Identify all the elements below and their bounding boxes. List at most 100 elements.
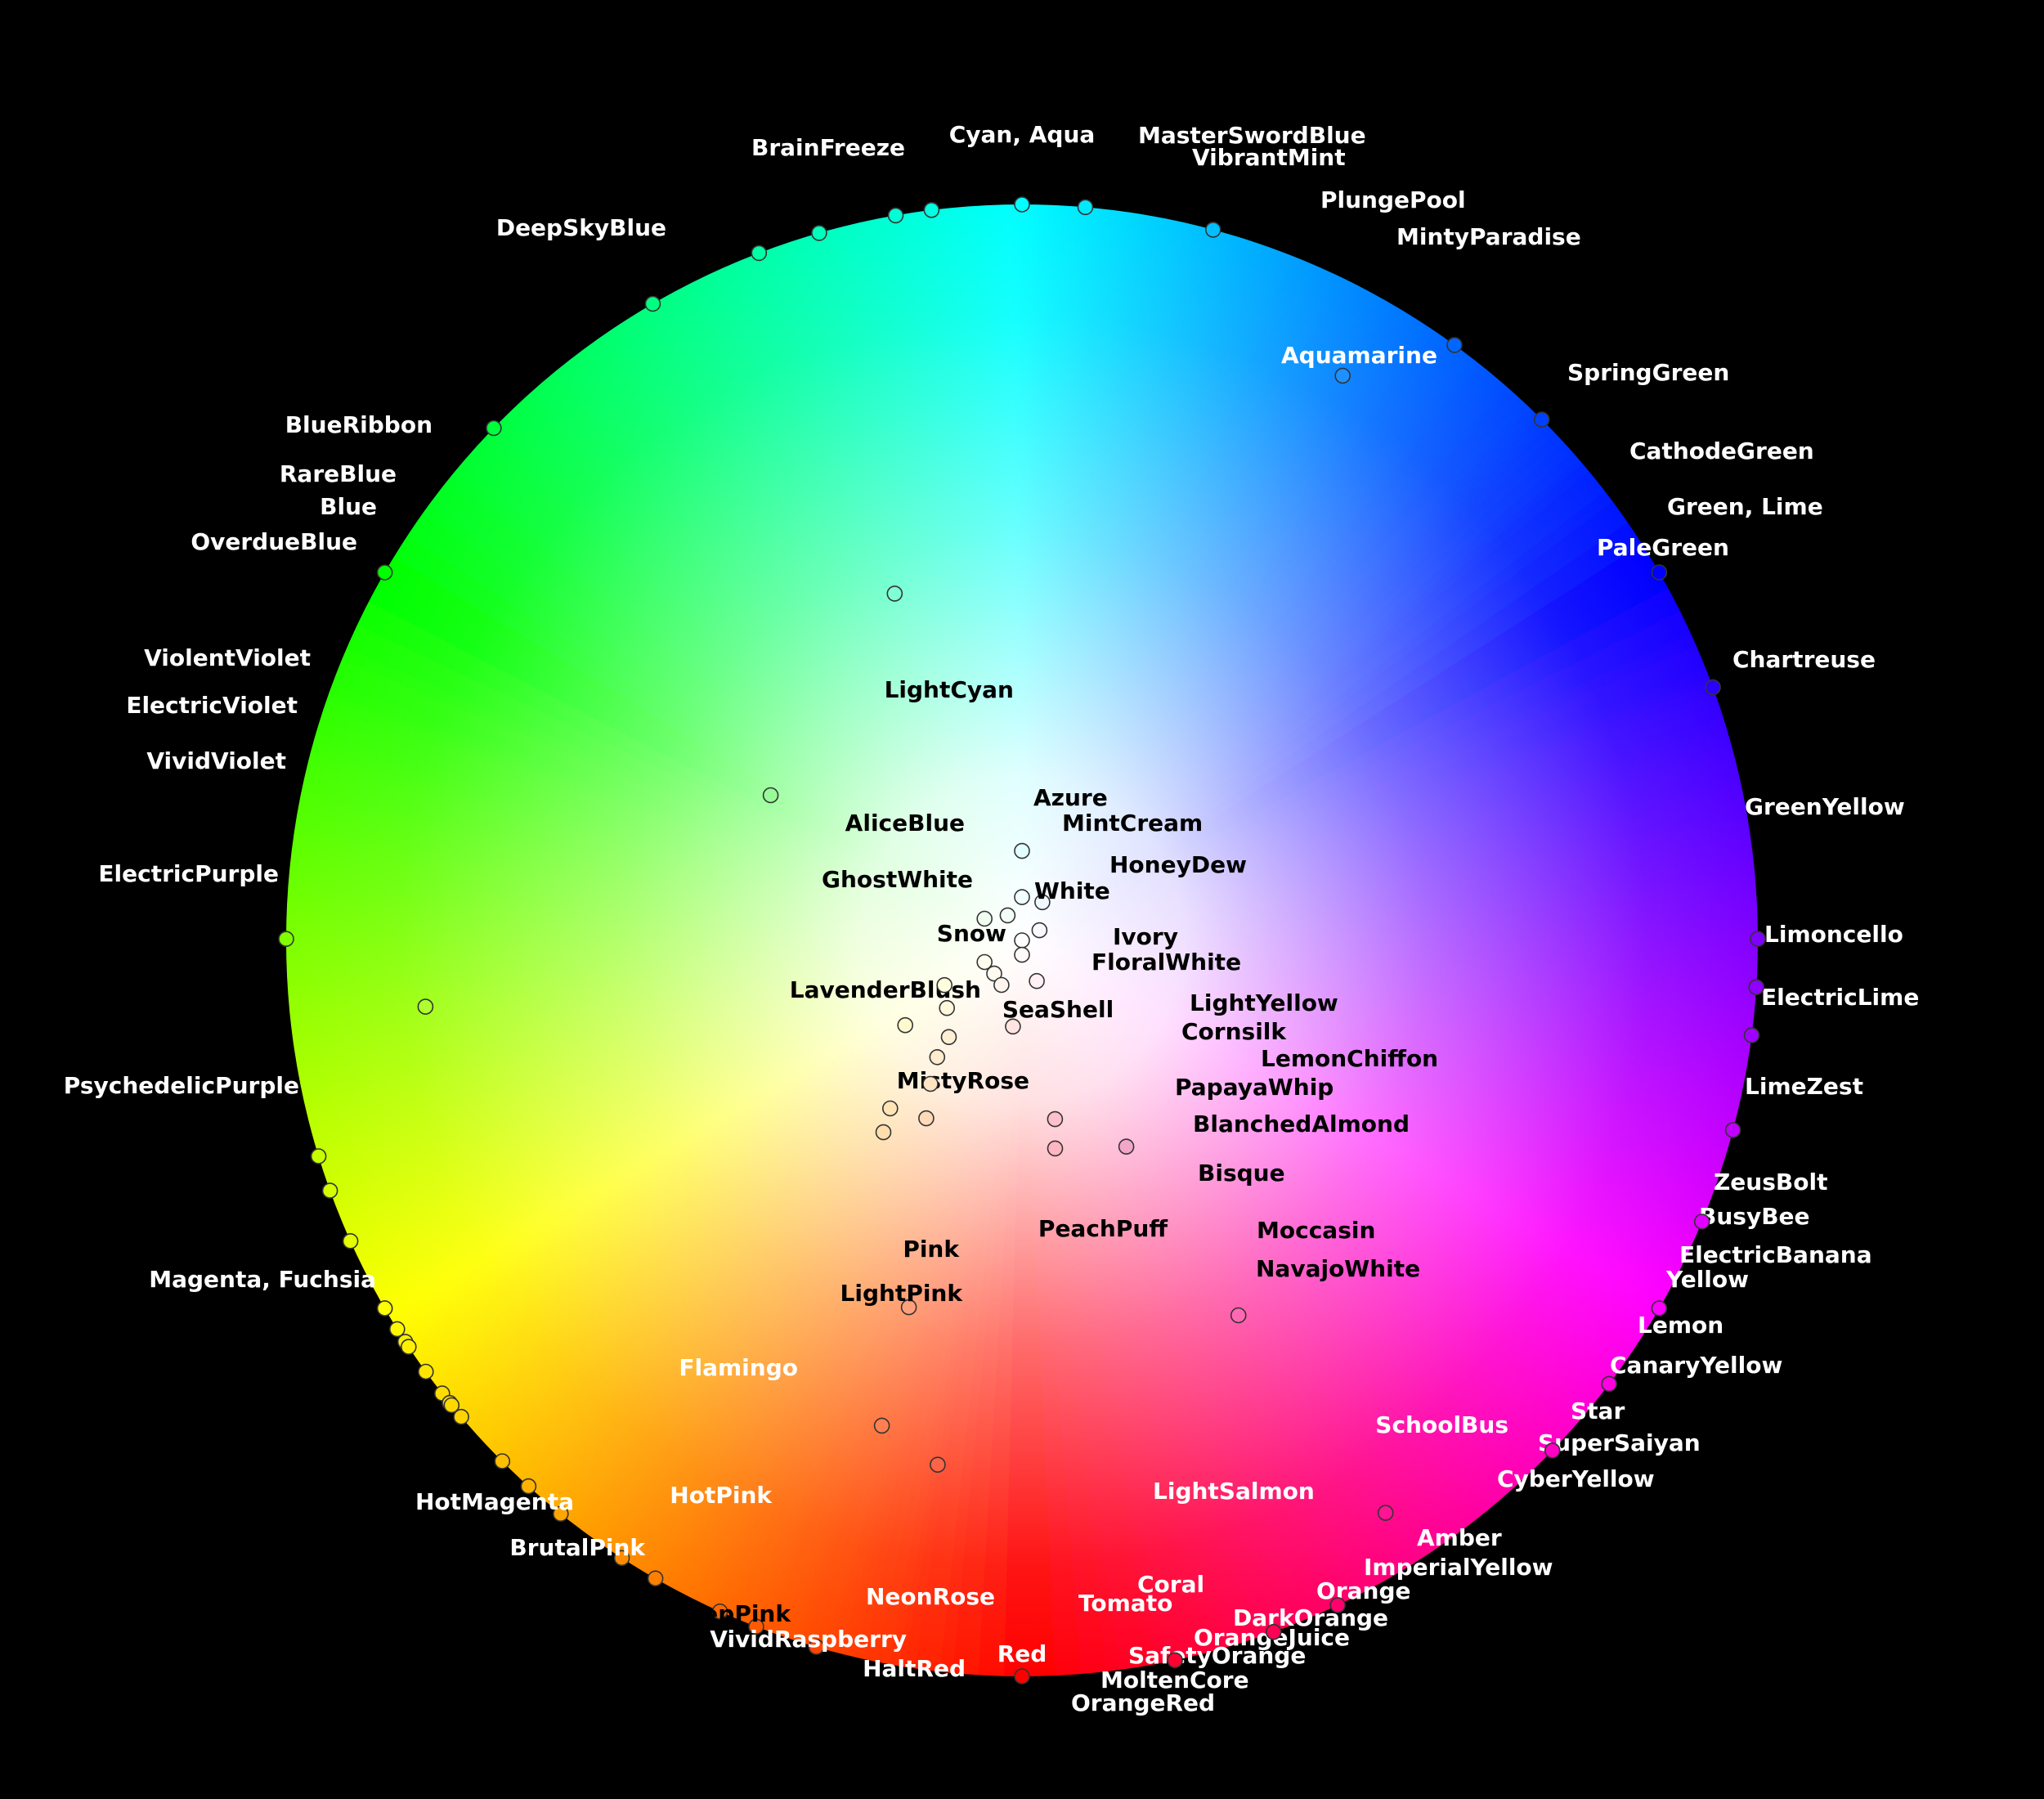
color-dot-pink xyxy=(1047,1110,1064,1128)
color-label-imperialyellow: ImperialYellow xyxy=(1364,1554,1553,1581)
color-label-navajowhite: NavajoWhite xyxy=(1256,1255,1420,1282)
color-marker-psychedelicpurple: PsychedelicPurple xyxy=(64,1072,1710,1230)
color-marker-seashell: SeaShell xyxy=(993,976,1114,1023)
color-marker-electricviolet: ElectricViolet xyxy=(126,692,1764,995)
color-dot-aquamarine xyxy=(886,585,903,602)
color-dot-deepskyblue xyxy=(1205,222,1221,238)
color-dot-cathodegreen xyxy=(486,419,502,437)
color-label-honeydew: HoneyDew xyxy=(1109,851,1247,878)
color-label-snow: Snow xyxy=(937,920,1006,947)
color-dot-snow xyxy=(1014,946,1030,963)
color-dot-vividviolet xyxy=(1743,1027,1760,1043)
color-label-psychedelicpurple: PsychedelicPurple xyxy=(64,1072,299,1099)
color-label-masterswordblue: MasterSwordBlue xyxy=(1138,122,1366,149)
color-marker-lemon: Lemon xyxy=(400,1312,1724,1355)
color-label-limezest: LimeZest xyxy=(1745,1073,1863,1100)
color-label-flamingo: Flamingo xyxy=(679,1354,798,1381)
color-marker-bisque: Bisque xyxy=(922,1075,1285,1187)
color-dot-red xyxy=(1014,1668,1030,1685)
color-marker-lightpink: LightPink xyxy=(840,1140,1064,1307)
color-dot-schoolbus xyxy=(443,1397,460,1414)
color-label-lightpink: LightPink xyxy=(840,1280,964,1307)
color-dot-vibrantmint xyxy=(887,207,904,224)
color-marker-snow: Snow xyxy=(937,920,1030,963)
color-label-lightcyan: LightCyan xyxy=(885,676,1014,703)
color-label-vibrantmint: VibrantMint xyxy=(1192,144,1346,171)
color-label-cyan-aqua: Cyan, Aqua xyxy=(949,121,1096,148)
color-marker-vividraspberry: VividRaspberry xyxy=(710,1597,1346,1653)
color-label-schoolbus: SchoolBus xyxy=(1375,1411,1508,1438)
color-dot-palegreen xyxy=(762,787,779,804)
color-dot-darkorange xyxy=(613,1550,630,1567)
color-label-cyberyellow: CyberYellow xyxy=(1497,1465,1655,1492)
color-dot-tomato xyxy=(930,1456,946,1473)
color-marker-chartreuse: Chartreuse xyxy=(278,646,1876,947)
color-marker-plungepool: PlungePool xyxy=(811,186,1466,241)
color-dot-limezest xyxy=(342,1233,359,1249)
color-dot-greenyellow xyxy=(417,998,434,1015)
color-marker-greenyellow: GreenYellow xyxy=(417,793,1905,1015)
color-dot-dodgerblue xyxy=(1334,367,1351,384)
color-dot-lavenderblush xyxy=(1029,972,1045,989)
color-marker-vibrantmint: VibrantMint xyxy=(887,144,1346,224)
color-dot-hotmagenta xyxy=(1601,1375,1617,1393)
color-dot-rareblue xyxy=(1533,411,1550,428)
color-label-moltencore: MoltenCore xyxy=(1100,1667,1249,1694)
color-marker-cyan-aqua: Cyan, Aqua xyxy=(949,121,1096,213)
color-label-mintyparadise: MintyParadise xyxy=(1396,223,1581,250)
color-marker-brutalpink: BrutalPink xyxy=(509,1442,1561,1561)
color-label-peachpuff: PeachPuff xyxy=(1038,1215,1168,1242)
color-marker-mintyparadise: MintyParadise xyxy=(751,223,1581,262)
color-marker-haltred: HaltRed xyxy=(863,1652,1183,1682)
color-label-violentviolet: ViolentViolet xyxy=(144,644,311,671)
color-dot-overdueblue xyxy=(1705,679,1721,696)
color-dot-aliceblue xyxy=(1034,894,1051,911)
color-label-tomato: Tomato xyxy=(1078,1590,1172,1617)
color-label-safetyorange: SafetyOrange xyxy=(1128,1642,1306,1669)
color-marker-honeydew: HoneyDew xyxy=(976,851,1247,927)
color-marker-white: White xyxy=(1014,877,1110,949)
color-marker-cyberyellow: CyberYellow xyxy=(453,1408,1655,1492)
color-marker-brainfreeze: BrainFreeze xyxy=(751,134,1094,216)
color-label-ivory: Ivory xyxy=(1113,923,1178,950)
color-label-lavenderblush: LavenderBlush xyxy=(790,976,981,1003)
color-marker-green-lime: Green, Lime xyxy=(376,493,1823,581)
color-dot-navajowhite xyxy=(875,1124,892,1141)
color-dot-cyberyellow xyxy=(453,1408,469,1425)
color-dot-brainfreeze xyxy=(1077,199,1094,216)
color-label-brutalpink: BrutalPink xyxy=(509,1534,646,1561)
color-marker-springgreen: SpringGreen xyxy=(644,295,1729,386)
color-marker-deeppink: DeepPink xyxy=(668,1505,1394,1627)
color-marker-palegreen: PaleGreen xyxy=(762,534,1729,804)
color-dot-magenta-fuchsia xyxy=(1651,1300,1668,1317)
color-dot-limoncello xyxy=(310,1148,327,1164)
color-dot-cornsilk xyxy=(939,999,955,1016)
color-marker-limezest: LimeZest xyxy=(342,1073,1863,1249)
color-label-orange: Orange xyxy=(1316,1577,1410,1604)
color-label-electriclime: ElectricLime xyxy=(1761,984,1919,1011)
color-label-ghostwhite: GhostWhite xyxy=(822,866,973,893)
color-dot-lightcyan xyxy=(1014,842,1030,859)
color-label-chartreuse: Chartreuse xyxy=(1732,646,1876,673)
color-dot-papayawhip xyxy=(940,1029,957,1045)
color-label-white: White xyxy=(1034,877,1110,904)
color-label-darkorange: DarkOrange xyxy=(1233,1604,1388,1631)
color-label-blueribbon: BlueRibbon xyxy=(285,411,433,438)
color-label-lemon: Lemon xyxy=(1638,1312,1724,1339)
color-dot-lightpink xyxy=(1047,1140,1064,1157)
color-dot-lemonchiffon xyxy=(897,1016,913,1034)
color-dot-electricviolet xyxy=(1748,979,1764,995)
color-marker-ghostwhite: GhostWhite xyxy=(822,866,1048,939)
color-label-seashell: SeaShell xyxy=(1002,996,1114,1023)
color-label-coral: Coral xyxy=(1137,1571,1204,1598)
color-marker-orangered: OrangeRed xyxy=(808,1639,1215,1716)
color-label-rareblue: RareBlue xyxy=(280,460,397,487)
color-marker-yellow: Yellow xyxy=(376,1266,1749,1317)
color-marker-mintcream: MintCream xyxy=(999,810,1203,924)
color-marker-neonrose: NeonRose xyxy=(866,1583,1282,1640)
color-dot-neonrose xyxy=(1266,1623,1282,1640)
color-dot-mintyparadise xyxy=(751,245,768,262)
color-label-hotpink: HotPink xyxy=(670,1482,773,1509)
color-dot-safetyorange xyxy=(711,1603,728,1620)
color-dot-haltred xyxy=(1167,1652,1183,1669)
